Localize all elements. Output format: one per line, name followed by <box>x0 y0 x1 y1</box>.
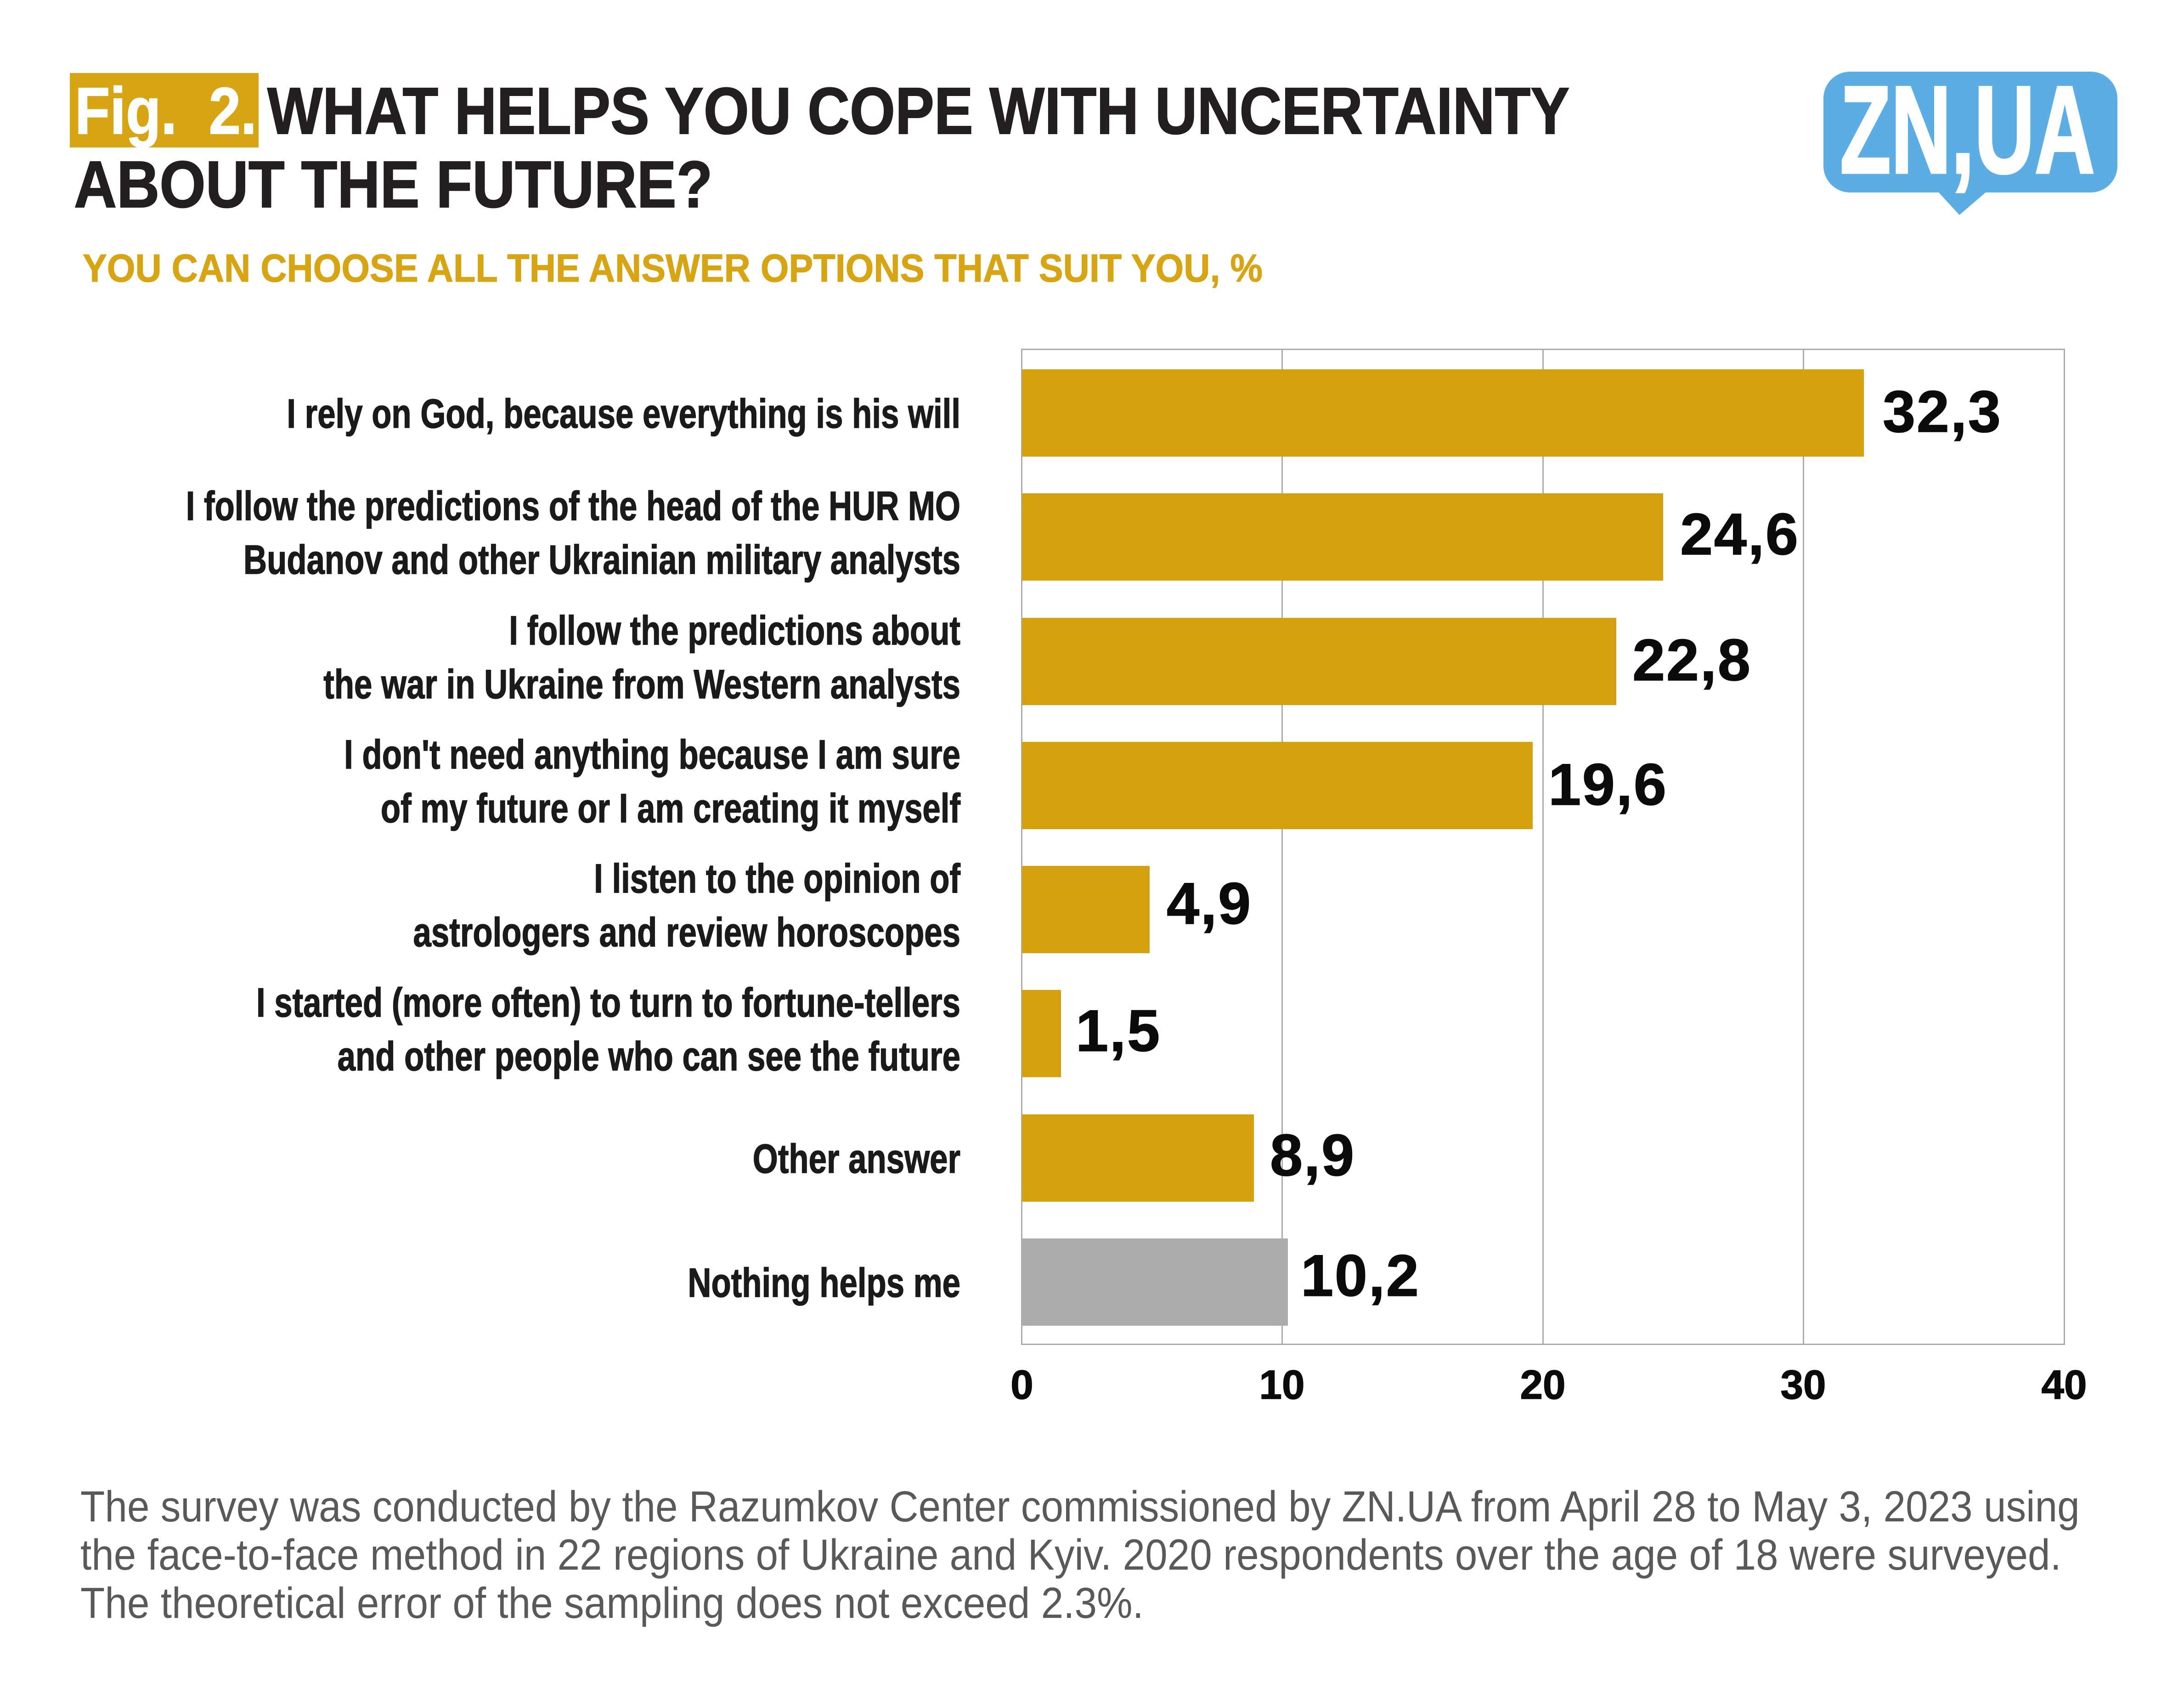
svg-text:ZN,UA: ZN,UA <box>1840 64 2095 199</box>
